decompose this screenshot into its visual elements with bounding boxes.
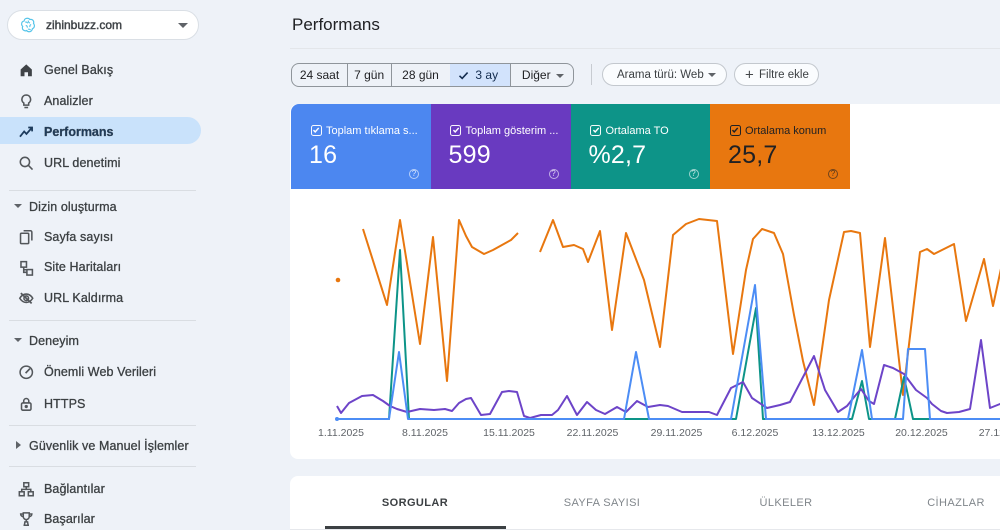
svg-text:22.11.2025: 22.11.2025 xyxy=(567,427,619,439)
svg-text:8.11.2025: 8.11.2025 xyxy=(402,427,448,439)
svg-text:6.12.2025: 6.12.2025 xyxy=(732,427,779,439)
svg-text:20.12.2025: 20.12.2025 xyxy=(895,427,948,439)
svg-text:27.12.2025: 27.12.2025 xyxy=(979,427,1000,439)
svg-text:29.11.2025: 29.11.2025 xyxy=(651,427,703,439)
svg-text:1.11.2025: 1.11.2025 xyxy=(318,427,364,439)
svg-text:13.12.2025: 13.12.2025 xyxy=(812,427,865,439)
svg-text:15.11.2025: 15.11.2025 xyxy=(483,427,535,439)
